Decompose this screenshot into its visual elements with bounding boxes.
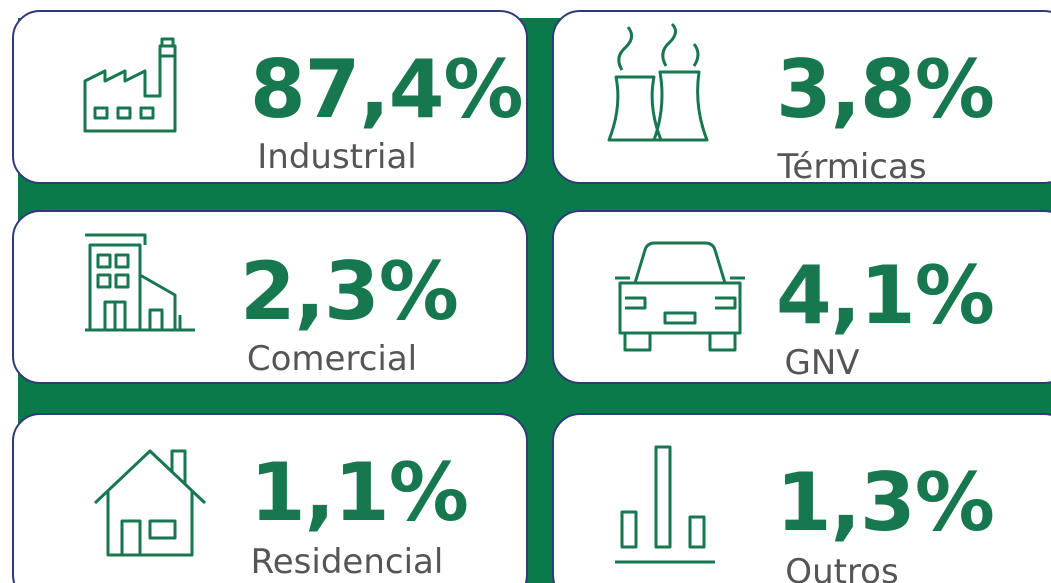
power-plant-icon — [607, 22, 709, 142]
label: Outros — [785, 552, 899, 583]
value: 3,8% — [776, 43, 995, 136]
label: Residencial — [250, 542, 444, 582]
value: 4,1% — [776, 249, 995, 342]
value: 1,3% — [776, 456, 995, 549]
factory-icon — [83, 37, 177, 133]
value: 2,3% — [240, 245, 459, 338]
card: 2,3% Comercial — [12, 210, 528, 384]
card: 3,8% Térmicas — [552, 10, 1051, 184]
card: 4,1% GNV — [552, 210, 1051, 384]
card: 87,4% Industrial — [12, 10, 528, 184]
building-icon — [85, 233, 195, 332]
value: 1,1% — [250, 446, 469, 539]
value: 87,4% — [250, 43, 524, 136]
bar-chart-icon — [615, 445, 715, 564]
house-icon — [93, 449, 207, 557]
label: GNV — [784, 343, 860, 383]
car-icon — [615, 241, 745, 352]
label: Comercial — [246, 339, 418, 379]
card: 1,1% Residencial — [12, 413, 528, 583]
label: Industrial — [257, 137, 417, 177]
card: 1,3% Outros — [552, 413, 1051, 583]
label: Térmicas — [777, 147, 927, 187]
